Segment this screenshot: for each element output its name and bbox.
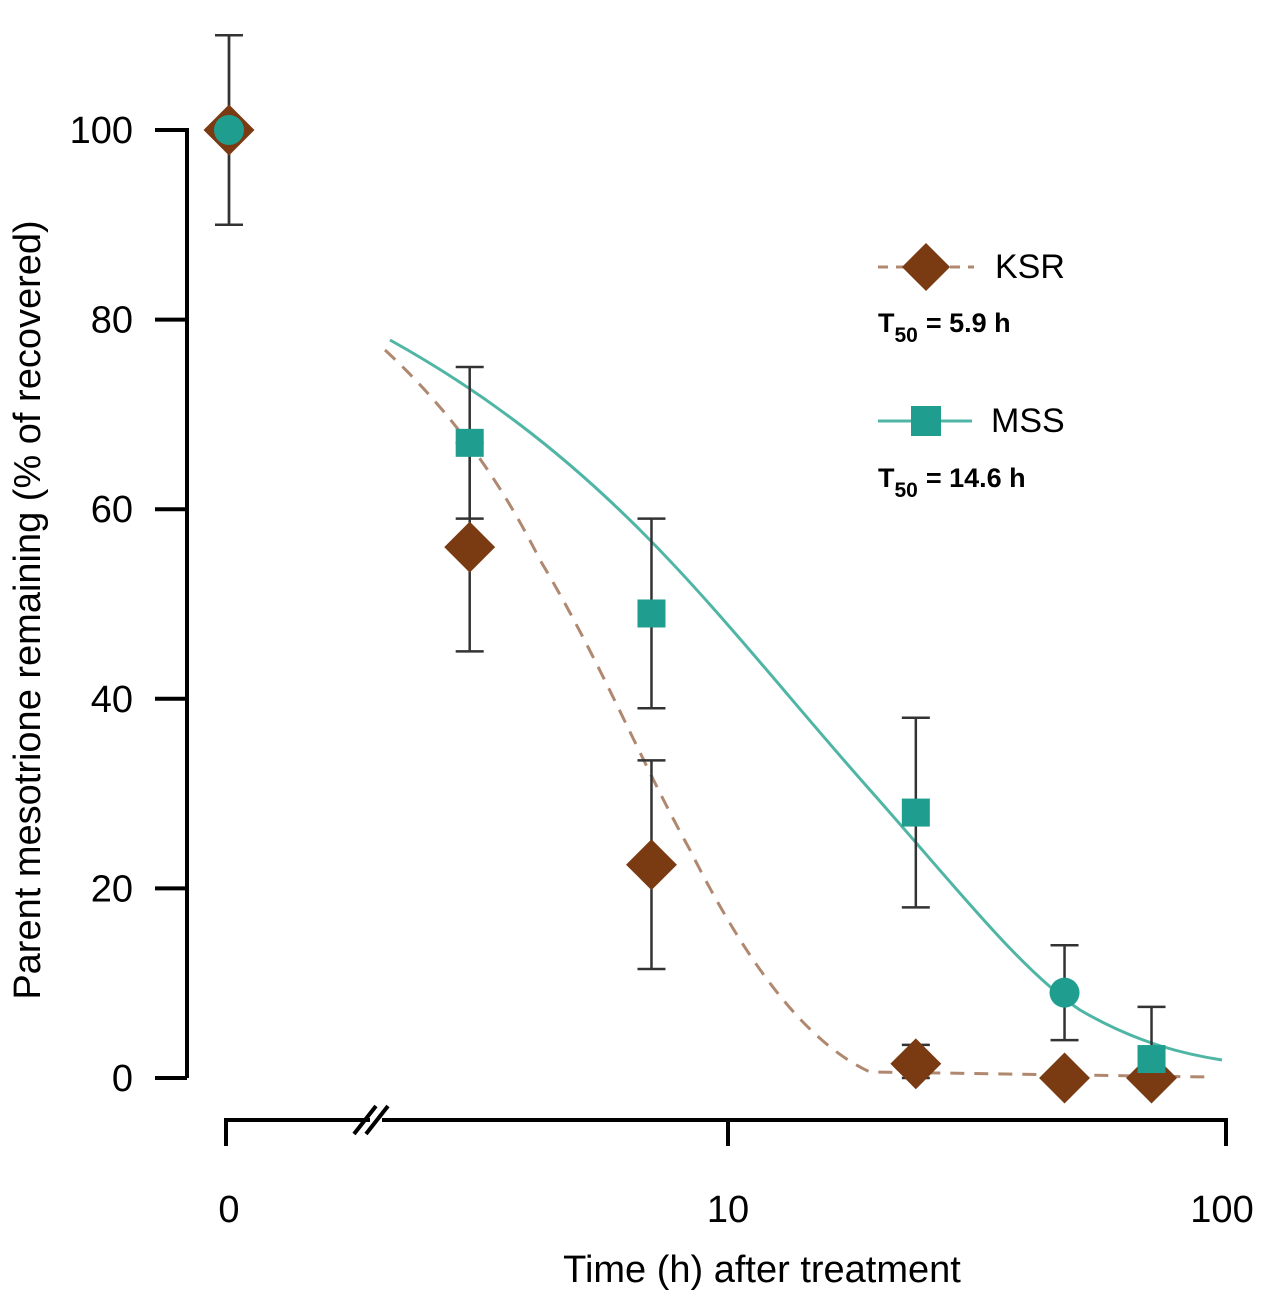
mss-point-0 bbox=[214, 115, 244, 145]
legend-ksr-t50: T50 = 5.9 h bbox=[878, 308, 1011, 347]
y-tick-label-0: 0 bbox=[112, 1058, 133, 1100]
legend-mss-square-icon bbox=[911, 406, 941, 436]
mss-point-4 bbox=[1049, 977, 1080, 1008]
y-tick-label-20: 20 bbox=[91, 868, 133, 910]
x-axis-segment-left bbox=[224, 1118, 370, 1146]
legend-mss-label: MSS bbox=[991, 402, 1065, 440]
mss-t50-value: = 14.6 h bbox=[926, 463, 1026, 493]
ksr-fit-curve bbox=[383, 348, 1211, 1079]
ksr-t50-sub: 50 bbox=[895, 324, 918, 347]
y-tick-label-60: 60 bbox=[91, 489, 133, 531]
ksr-point-2 bbox=[626, 839, 677, 891]
mss-point-5 bbox=[1137, 1045, 1166, 1074]
legend-mss-t50: T50 = 14.6 h bbox=[878, 463, 1026, 502]
y-tick-labels: 0 20 40 60 80 100 bbox=[70, 110, 133, 1100]
x-axis-segment-right bbox=[382, 1118, 1228, 1146]
mss-t50-sub: 50 bbox=[895, 479, 918, 502]
axis-break-mark-left bbox=[352, 1104, 378, 1136]
y-ticks bbox=[155, 128, 187, 1080]
ksr-point-3 bbox=[890, 1038, 942, 1090]
error-bars bbox=[215, 33, 1166, 1080]
ksr-t50-value: = 5.9 h bbox=[926, 308, 1011, 338]
x-axis-title: Time (h) after treatment bbox=[563, 1249, 961, 1291]
mss-point-3 bbox=[901, 798, 930, 827]
axis-break-mark-right bbox=[364, 1104, 390, 1136]
y-axis-title: Parent mesotrione remaining (% of recove… bbox=[7, 220, 49, 999]
x-tick-label-10: 10 bbox=[707, 1189, 749, 1231]
y-tick-label-80: 80 bbox=[91, 300, 133, 342]
ksr-point-1 bbox=[444, 521, 496, 573]
y-tick-label-40: 40 bbox=[91, 679, 133, 721]
mss-point-1 bbox=[455, 428, 484, 457]
ksr-point-4 bbox=[1039, 1052, 1090, 1104]
mss-fit-curve bbox=[389, 338, 1223, 1062]
y-tick-label-100: 100 bbox=[70, 110, 133, 152]
legend-ksr-label: KSR bbox=[995, 248, 1065, 286]
legend: KSR T50 = 5.9 h MSS T50 = 14.6 h bbox=[878, 242, 1065, 502]
mss-point-2 bbox=[637, 599, 666, 628]
mss-t50-T: T bbox=[878, 463, 895, 493]
x-tick-label-100: 100 bbox=[1190, 1189, 1253, 1231]
data-markers bbox=[203, 104, 1177, 1104]
ksr-t50-T: T bbox=[878, 308, 895, 338]
x-tick-label-0: 0 bbox=[218, 1189, 239, 1231]
legend-ksr-diamond-icon bbox=[901, 242, 951, 292]
